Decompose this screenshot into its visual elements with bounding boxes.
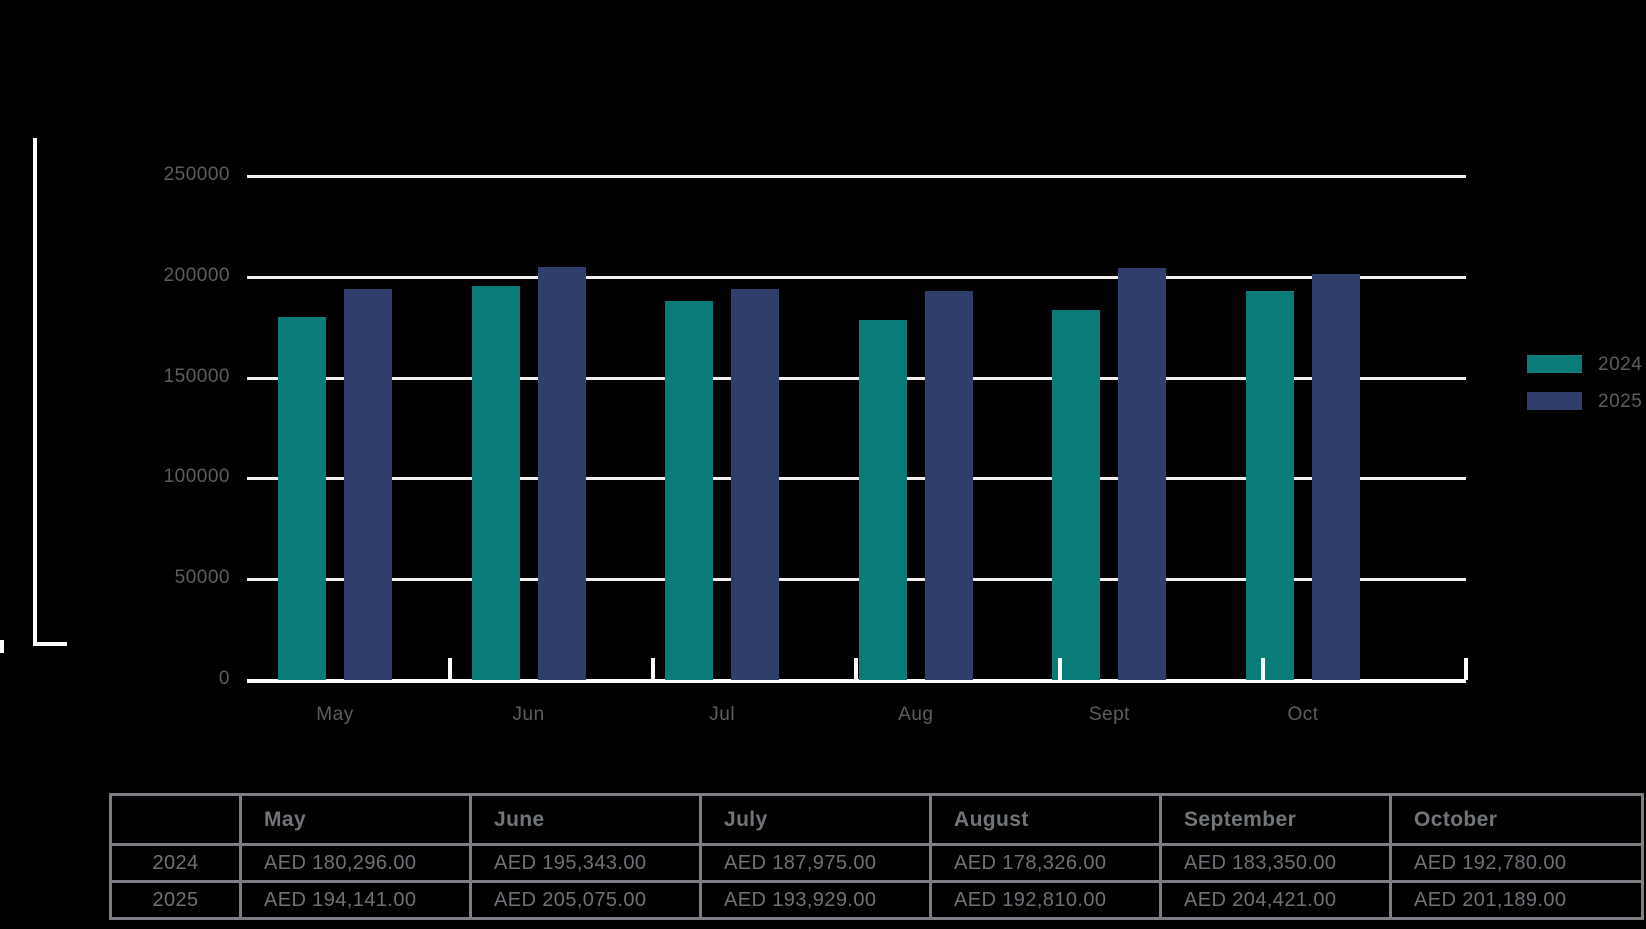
table-value-cell: AED 204,421.00 (1159, 880, 1392, 920)
gridline-200000 (247, 275, 1466, 279)
table-value-cell: AED 183,350.00 (1159, 843, 1392, 883)
y-axis-foot (33, 642, 67, 646)
bar-2025-sept (1118, 267, 1167, 680)
table-value-cell: AED 178,326.00 (929, 843, 1162, 883)
table-value-cell: AED 192,810.00 (929, 880, 1162, 920)
y-axis-tick-label: 200000 (163, 264, 230, 286)
bar-2024-jun (471, 286, 520, 680)
table-value-cell: AED 195,343.00 (469, 843, 702, 883)
axis-minor-tick (651, 658, 656, 680)
table-value-cell: AED 192,780.00 (1389, 843, 1644, 883)
table-value-cell: AED 194,141.00 (239, 880, 472, 920)
bar-2024-oct (1246, 291, 1294, 680)
table-header-cell (109, 793, 242, 846)
table-value-cell: AED 180,296.00 (239, 843, 472, 883)
bar-2024-jul (665, 301, 714, 680)
data-table: May June July August September October 2024 AED… (109, 793, 1644, 920)
axis-minor-tick (1057, 658, 1062, 680)
x-axis-label-may: May (316, 704, 354, 725)
gridline-100000 (247, 477, 1466, 481)
legend-swatch-2024 (1527, 355, 1582, 373)
table-header-cell: June (469, 793, 702, 846)
bar-2025-jun (537, 266, 586, 680)
table-header-cell: October (1389, 793, 1644, 846)
y-axis-tick-label: 250000 (163, 164, 230, 185)
table-header-row: May June July August September October (109, 793, 1644, 846)
table-value-cell: AED 205,075.00 (469, 880, 702, 920)
bar-2024-may (278, 316, 326, 680)
bar-2025-aug (924, 291, 973, 680)
table-row: 2025 AED 194,141.00 AED 205,075.00 AED 193,… (109, 880, 1644, 920)
x-axis-label-jun: Jun (512, 704, 545, 725)
legend-label-2025: 2025 (1598, 391, 1643, 412)
table-header-cell: August (929, 793, 1162, 846)
table-header-cell: May (239, 793, 472, 846)
y-axis-tick-label: 150000 (163, 365, 230, 387)
table-value-cell: AED 193,929.00 (699, 880, 932, 920)
table-value-cell: AED 187,975.00 (699, 843, 932, 883)
bar-2025-may (344, 288, 392, 680)
gridline-250000 (247, 175, 1466, 178)
y-axis-tick-label: 0 (218, 668, 230, 689)
table-row: 2024 AED 180,296.00 AED 195,343.00 AED 187,… (109, 843, 1644, 883)
y-axis-tick-label: 50000 (174, 567, 230, 589)
legend-label-2024: 2024 (1598, 354, 1643, 375)
x-axis-label-sept: Sept (1088, 704, 1130, 725)
gridline-150000 (247, 376, 1466, 380)
x-axis-label-jul: Jul (709, 704, 736, 725)
x-axis-label-aug: Aug (898, 704, 934, 725)
table-header-cell: July (699, 793, 932, 846)
bar-2025-jul (731, 289, 780, 680)
axis-minor-tick (854, 658, 859, 680)
y-axis-line (33, 138, 37, 643)
axis-minor-tick (1464, 658, 1468, 680)
x-axis-label-oct: Oct (1287, 704, 1319, 725)
table-header-cell: September (1159, 793, 1392, 846)
bar-2024-aug (858, 320, 907, 680)
y-axis-tick-label: 100000 (163, 466, 230, 488)
gridline-50000 (247, 578, 1466, 582)
bar-2024-sept (1052, 310, 1101, 680)
table-value-cell: AED 201,189.00 (1389, 880, 1644, 920)
table-year-cell: 2025 (109, 880, 242, 920)
axis-minor-tick (448, 658, 452, 680)
axis-minor-tick (1260, 658, 1265, 680)
table-year-cell: 2024 (109, 843, 242, 883)
bar-2025-oct (1312, 274, 1360, 680)
left-edge-mark (0, 640, 4, 653)
gridline-0 (247, 679, 1466, 683)
legend-swatch-2025 (1527, 392, 1582, 410)
